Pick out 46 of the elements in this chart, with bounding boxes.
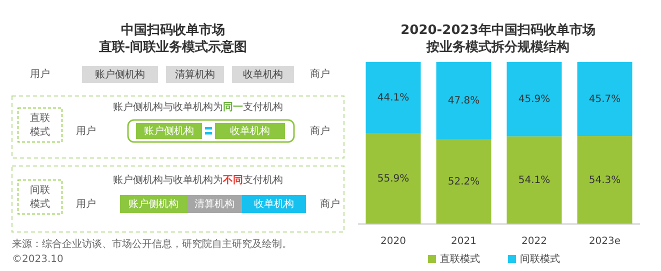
bar [577, 62, 632, 136]
text: 账户侧机构与收单机构为不同支付机构 [113, 174, 283, 186]
bar [436, 139, 492, 224]
text: ©2023.10 [12, 254, 64, 264]
text: 用户 [76, 198, 96, 210]
x-tick-label: 2021 [451, 236, 476, 246]
text: 商户 [310, 124, 330, 136]
data-label: 45.9% [518, 94, 550, 105]
text: 账户侧机构 [128, 198, 178, 210]
bar [436, 62, 492, 140]
bar [366, 62, 421, 134]
text: 清算机构 [175, 68, 215, 80]
data-label: 54.3% [588, 174, 621, 186]
bar [506, 62, 562, 136]
text: 间联模式 [30, 184, 50, 210]
text: 商户 [310, 68, 330, 80]
text: 直联模式 [30, 112, 50, 138]
source-note: 来源：综合企业访谈、市场公开信息，研究院自主研究及绘制。 [12, 238, 292, 250]
text: 收单机构 [243, 68, 283, 80]
data-label: 52.2% [448, 176, 480, 188]
data-label: 45.7% [588, 94, 621, 105]
data-label: 54.1% [518, 174, 550, 186]
legend-label: 间联模式 [520, 252, 560, 264]
bar [506, 136, 562, 224]
legend-label: 直联模式 [440, 252, 480, 264]
text: 收单机构 [230, 124, 270, 136]
text: 中国扫码收单市场 [121, 22, 225, 38]
text: 账户侧机构 [144, 124, 194, 136]
text: 直联-间联业务模式示意图 [98, 38, 248, 54]
x-tick-label: 2022 [522, 236, 547, 246]
x-tick-label: 2023e [588, 236, 621, 246]
data-label: 47.8% [448, 95, 480, 106]
data-label: 55.9% [377, 173, 410, 184]
text: 收单机构 [254, 198, 294, 210]
chart-title: 2020-2023年中国扫码收单市场 [400, 22, 596, 38]
text: 清算机构 [194, 198, 234, 210]
text: 账户侧机构 [95, 68, 145, 80]
text: 商户 [320, 198, 340, 210]
text: 用户 [76, 124, 96, 136]
bar [366, 133, 421, 224]
bar [577, 136, 632, 224]
chart-subtitle: 按业务模式拆分规模结构 [426, 38, 570, 54]
text: 用户 [30, 68, 50, 80]
data-label: 44.1% [377, 92, 410, 104]
x-tick-label: 2020 [380, 236, 406, 246]
text: 账户侧机构与收单机构为同一支付机构 [113, 100, 283, 112]
